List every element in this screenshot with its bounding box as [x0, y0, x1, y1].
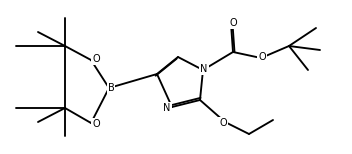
Text: O: O [92, 119, 100, 129]
Text: O: O [229, 18, 237, 28]
Text: O: O [219, 118, 227, 128]
Text: N: N [163, 103, 171, 113]
Text: O: O [258, 52, 266, 62]
Text: N: N [200, 64, 208, 74]
Text: B: B [108, 83, 114, 93]
Text: O: O [92, 54, 100, 64]
